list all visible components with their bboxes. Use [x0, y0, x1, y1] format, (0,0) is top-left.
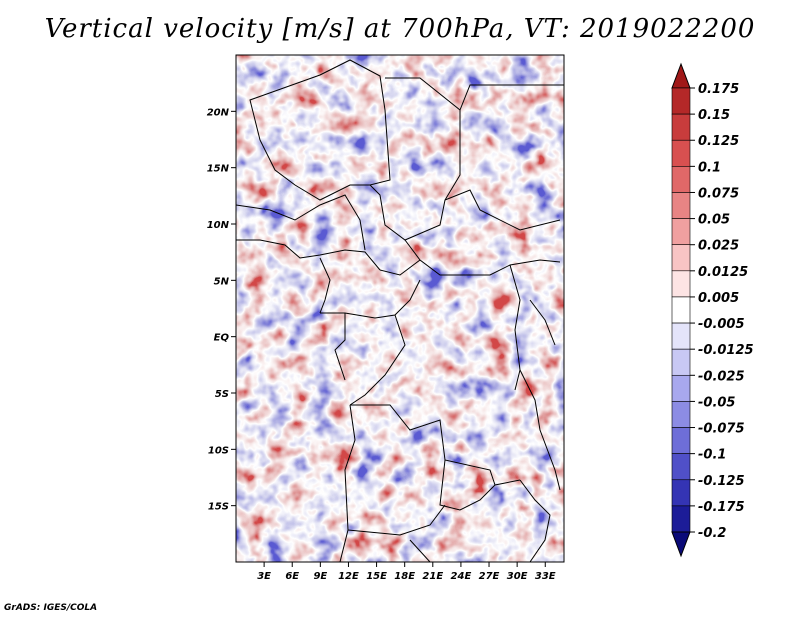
lon-label: 18E — [394, 571, 415, 582]
colorbar-label: -0.2 — [698, 526, 726, 541]
lon-label: 3E — [257, 571, 271, 582]
lat-label: 20N — [207, 107, 230, 118]
colorbar-label: -0.005 — [698, 317, 745, 332]
velocity-field — [236, 55, 564, 562]
colorbar-label: 0.025 — [698, 239, 739, 254]
lon-label: 24E — [451, 571, 472, 582]
chart-title: Vertical velocity [m/s] at 700hPa, VT: 2… — [44, 14, 756, 44]
colorbar-label: 0.125 — [698, 134, 739, 149]
colorbar-bin — [671, 322, 691, 350]
lat-label: 5N — [214, 276, 230, 287]
country-borders — [236, 59, 564, 562]
lon-label: 30E — [507, 571, 528, 582]
colorbar-label: -0.1 — [698, 448, 726, 463]
colorbar-bin — [671, 192, 691, 219]
colorbar-bin — [671, 453, 691, 481]
colorbar-bin — [671, 113, 691, 141]
colorbar-label: -0.125 — [698, 474, 745, 489]
lon-label: 33E — [535, 571, 556, 582]
colorbar-bin — [671, 296, 691, 324]
colorbar-bin — [671, 139, 691, 167]
lon-label: 21E — [422, 571, 443, 582]
colorbar-top-arrow — [671, 62, 691, 89]
map-frame — [235, 54, 565, 563]
colorbar-label: 0.075 — [698, 186, 739, 201]
colorbar-bin — [671, 87, 691, 115]
colorbar-label: -0.175 — [698, 500, 745, 515]
lon-label: 15E — [366, 571, 387, 582]
colorbar-bin — [671, 505, 691, 533]
lat-label: 10N — [207, 220, 230, 231]
colorbar-bin — [671, 270, 691, 298]
colorbar-bin — [671, 218, 691, 246]
colorbar: 0.175 0.15 0.125 0.1 0.075 0.05 0.025 0.0125 0.0… — [671, 62, 754, 558]
lon-label: 6E — [285, 571, 299, 582]
colorbar-bin — [671, 479, 691, 507]
lon-label: 9E — [313, 571, 327, 582]
colorbar-label: 0.005 — [698, 291, 739, 306]
lat-label: 5S — [215, 389, 229, 400]
colorbar-label: -0.05 — [698, 395, 735, 410]
colorbar-bin — [671, 374, 691, 402]
colorbar-bin — [671, 401, 691, 428]
lat-label: 15N — [207, 164, 230, 175]
lon-label: 12E — [338, 571, 359, 582]
colorbar-label: 0.15 — [698, 108, 730, 123]
lon-label: 27E — [479, 571, 500, 582]
lat-label: 15S — [208, 502, 229, 513]
colorbar-bin — [671, 348, 691, 376]
lat-label: 10S — [208, 445, 229, 456]
colorbar-label: -0.075 — [698, 422, 745, 437]
colorbar-label: 0.05 — [698, 213, 730, 228]
colorbar-bin — [671, 166, 691, 193]
colorbar-bottom-arrow — [671, 531, 691, 558]
colorbar-label: -0.0125 — [698, 343, 754, 358]
longitude-axis: 3E 6E 9E 12E 15E 18E 21E 24E 27E 30E 33E — [257, 562, 556, 582]
colorbar-label: 0.0125 — [698, 265, 748, 280]
colorbar-bin — [671, 427, 691, 454]
colorbar-label: -0.025 — [698, 369, 745, 384]
latitude-axis: 20N 15N 10N 5N EQ 5S 10S 15S — [207, 107, 236, 513]
colorbar-bin — [671, 244, 691, 272]
lat-label: EQ — [214, 333, 230, 344]
colorbar-label: 0.1 — [698, 160, 721, 175]
grads-credit: GrADS: IGES/COLA — [4, 603, 98, 613]
colorbar-label: 0.175 — [698, 82, 739, 97]
